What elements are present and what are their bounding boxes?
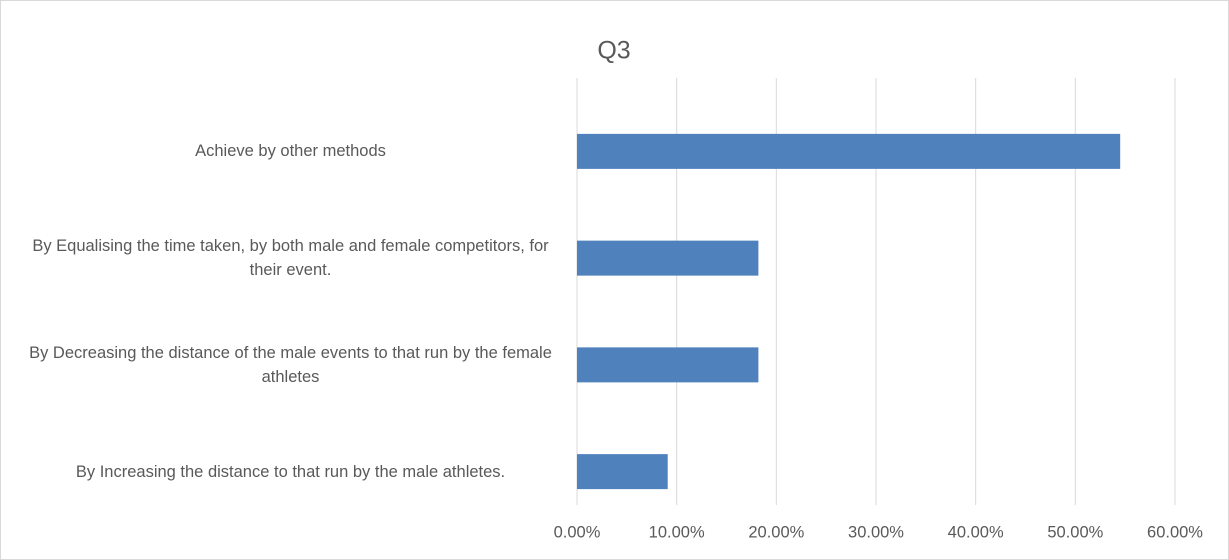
y-tick-label: By Increasing the distance to that run b… xyxy=(75,462,506,481)
bar xyxy=(577,133,1121,169)
x-tick-label: 10.00% xyxy=(649,523,705,541)
x-tick-label: 50.00% xyxy=(1047,523,1103,541)
x-tick-label: 20.00% xyxy=(748,523,804,541)
y-tick-label: By Decreasing the distance of the male e… xyxy=(29,343,552,386)
x-tick-label: 30.00% xyxy=(848,523,904,541)
x-tick-label: 40.00% xyxy=(948,523,1004,541)
x-tick-label: 0.00% xyxy=(554,523,601,541)
x-tick-label: 60.00% xyxy=(1147,523,1203,541)
y-tick-label: Achieve by other methods xyxy=(195,142,386,161)
chart-title: Q3 xyxy=(597,37,630,65)
bar xyxy=(577,240,759,276)
bar xyxy=(577,347,759,383)
y-tick-label: By Equalising the time taken, by both ma… xyxy=(32,237,549,280)
bar xyxy=(577,454,668,490)
